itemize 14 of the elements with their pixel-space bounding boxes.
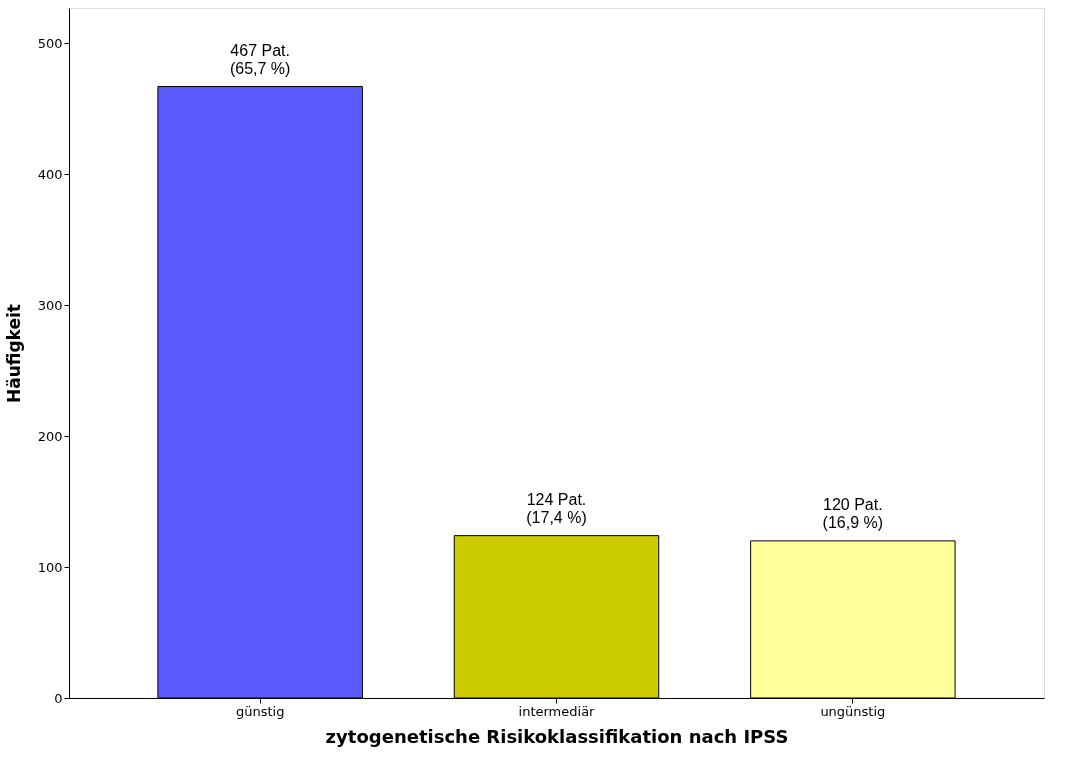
y-tick-label: 200 [37, 428, 63, 444]
y-tick-label: 0 [54, 690, 63, 706]
x-tick-label: intermediär [518, 703, 596, 719]
x-tick-label: ungünstig [820, 703, 886, 719]
y-tick-label: 100 [37, 559, 63, 575]
data-label: 124 Pat. (17,4 %) [526, 490, 587, 526]
data-label: 120 Pat. (16,9 %) [822, 495, 884, 531]
y-tick-label: 500 [37, 35, 63, 51]
y-axis-title: Häufigkeit [3, 304, 24, 403]
y-tick-label: 400 [37, 166, 63, 182]
x-tick-label: günstig [235, 703, 285, 719]
x-axis-title: zytogenetische Risikoklassifikation nach IPSS [325, 725, 789, 747]
y-tick-label: 300 [37, 297, 63, 313]
data-label: 467 Pat. (65,7 %) [229, 41, 291, 77]
